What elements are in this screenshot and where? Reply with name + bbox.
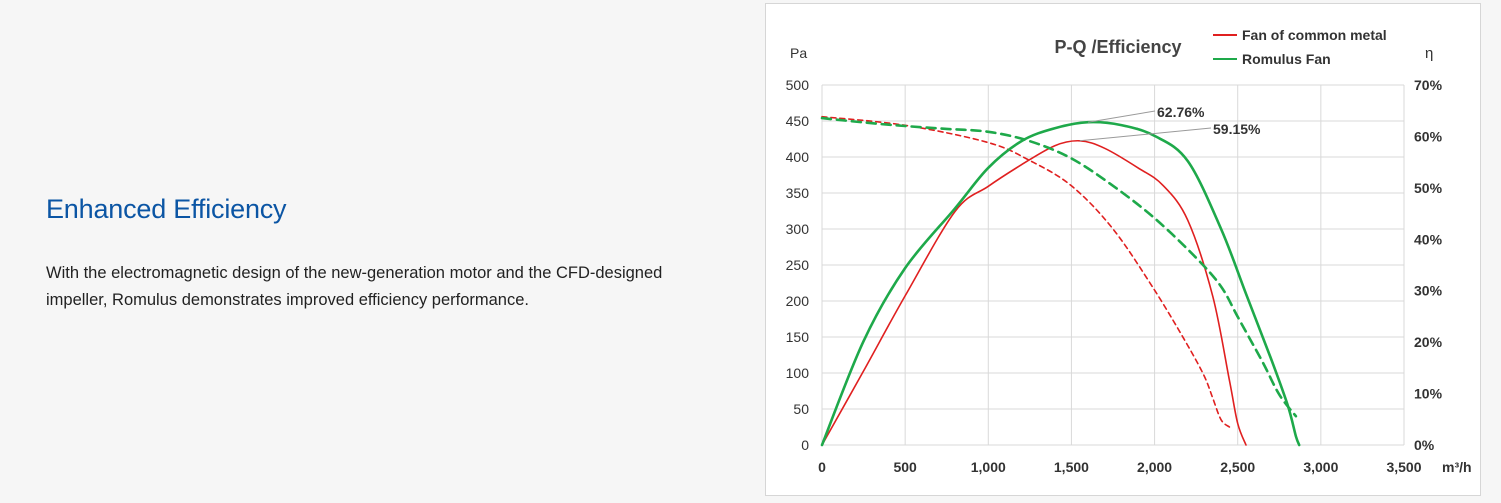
y2-tick-label: 10% [1414,386,1443,402]
ticks: 0 50 100 150 200 250 300 350 400 450 500 0 500 1,000 1… [786,77,1443,475]
annotation-label: 62.76% [1157,104,1205,120]
x-tick-label: 500 [893,459,917,475]
y-tick-label: 400 [786,149,810,165]
x-tick-label: 2,000 [1137,459,1172,475]
y2-tick-label: 20% [1414,334,1443,350]
y-tick-label: 200 [786,293,810,309]
grid [821,84,1405,446]
y-tick-label: 300 [786,221,810,237]
y-tick-label: 0 [801,437,809,453]
y-tick-label: 450 [786,113,810,129]
y2-tick-label: 60% [1414,128,1443,144]
annotation-leader [1079,127,1212,142]
y2-tick-label: 50% [1414,180,1443,196]
series-layer [820,115,1301,447]
section-heading: Enhanced Efficiency [46,194,287,224]
y-axis-label: Pa [790,45,807,61]
y-tick-label: 150 [786,329,810,345]
y2-tick-label: 0% [1414,437,1435,453]
x-tick-label: 1,000 [971,459,1006,475]
romulus-pressure-curve [820,116,1298,418]
y-tick-label: 350 [786,185,810,201]
chart-title: P-Q /Efficiency [1054,37,1181,57]
y-tick-label: 500 [786,77,810,93]
common-metal-pressure-curve [821,115,1231,428]
feature-text-block: Enhanced Efficiency With the electromagn… [46,194,706,314]
romulus-efficiency-curve [820,120,1301,447]
x-tick-label: 3,000 [1303,459,1338,475]
common-metal-efficiency-curve [821,139,1247,446]
legend-label-common-metal: Fan of common metal [1242,27,1387,43]
y2-axis-label: η [1425,45,1433,62]
legend-label-romulus: Romulus Fan [1242,51,1331,67]
y2-tick-label: 70% [1414,77,1443,93]
x-tick-label: 1,500 [1054,459,1089,475]
y-tick-label: 100 [786,365,810,381]
section-description: With the electromagnetic design of the n… [46,264,663,309]
y2-tick-label: 30% [1414,283,1443,299]
annotations: 62.76% 59.15% [1079,104,1261,142]
y-tick-label: 50 [793,401,809,417]
x-tick-label: 3,500 [1386,459,1421,475]
x-axis-label: m³/h [1442,459,1472,475]
x-tick-label: 0 [818,459,826,475]
x-tick-label: 2,500 [1220,459,1255,475]
legend: Fan of common metal Romulus Fan [1213,27,1387,67]
chart-panel: 62.76% 59.15% 0 50 100 150 200 250 300 350 400 450… [765,3,1481,496]
annotation-label: 59.15% [1213,121,1261,137]
annotation-leader [1087,110,1156,123]
y-tick-label: 250 [786,257,810,273]
y2-tick-label: 40% [1414,231,1443,247]
